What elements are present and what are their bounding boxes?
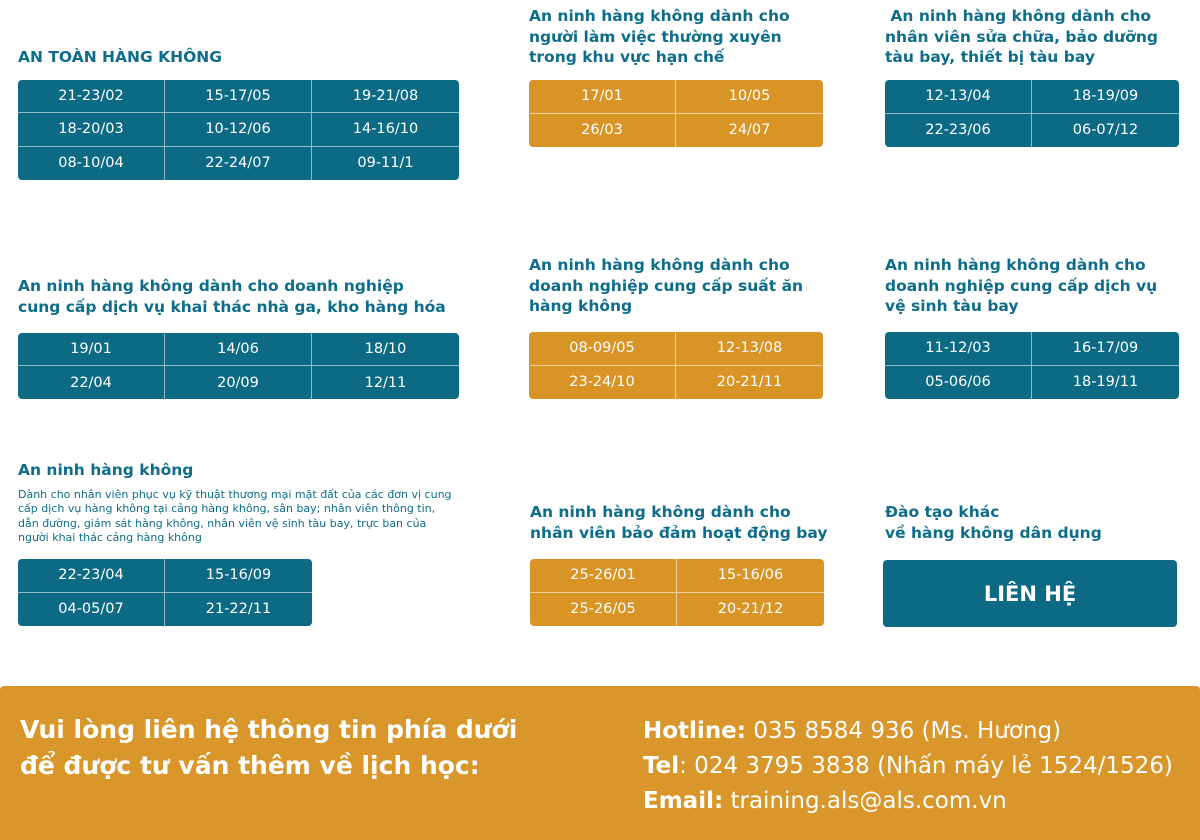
date-cell: 14/06 xyxy=(165,333,312,366)
date-cell: 22-23/06 xyxy=(885,113,1032,147)
date-cell: 22/04 xyxy=(18,366,165,399)
title-line: nhân viên bảo đảm hoạt động bay xyxy=(530,523,828,542)
title-line: An ninh hàng không dành cho xyxy=(885,7,1152,25)
date-cell: 18/10 xyxy=(312,333,459,366)
date-cell: 26/03 xyxy=(529,113,676,147)
date-cell: 25-26/01 xyxy=(530,559,677,593)
date-cell: 24/07 xyxy=(728,122,771,139)
date-cell: 08-10/04 xyxy=(18,146,165,180)
date-cell: 18-19/09 xyxy=(1032,80,1179,114)
schedule-grid: 25-26/01 15-16/06 25-26/05 20-21/12 xyxy=(530,559,824,626)
section-title: An ninh hàng không dành cho nhân viên sửa… xyxy=(885,6,1158,68)
title-line: về hàng không dân dụng xyxy=(885,523,1102,542)
date-cell: 06-07/12 xyxy=(1072,122,1139,139)
section-title: An ninh hàng không dành cho doanh nghiệp… xyxy=(18,276,446,317)
footer-message: Vui lòng liên hệ thông tin phía dưới để đ… xyxy=(20,712,517,784)
title-line: người làm việc thường xuyên xyxy=(529,27,782,46)
title-line: tàu bay, thiết bị tàu bay xyxy=(885,48,1095,66)
date-cell: 10/05 xyxy=(676,80,823,114)
date-cell: 15-17/05 xyxy=(165,80,312,114)
footer: Vui lòng liên hệ thông tin phía dưới để đ… xyxy=(0,686,1200,840)
section-title: An ninh hàng không dành cho doanh nghiệp … xyxy=(885,255,1157,317)
schedule-grid: 11-12/03 16-17/09 05-06/06 18-19/11 xyxy=(885,332,1179,399)
date-cell: 18-20/03 xyxy=(18,113,165,147)
date-cell: 04-05/07 xyxy=(18,592,165,626)
date-cell: 19/01 xyxy=(18,333,165,366)
date-cell: 17/01 xyxy=(529,80,676,114)
section-title: Đào tạo khác về hàng không dân dụng xyxy=(885,502,1102,543)
title-line: trong khu vực hạn chế xyxy=(529,48,725,66)
date-cell: 18-19/11 xyxy=(1072,374,1139,391)
schedule-grid: 17/01 10/05 26/03 24/07 xyxy=(529,80,823,147)
contact-label: Hotline: xyxy=(643,718,746,744)
contact-line: Tel: 024 3795 3838 (Nhấn máy lẻ 1524/152… xyxy=(643,749,1173,784)
contact-value: training.als@als.com.vn xyxy=(723,788,1007,814)
title-line: hàng không xyxy=(529,297,633,315)
schedule-grid: 22-23/04 15-16/09 04-05/07 21-22/11 xyxy=(18,559,312,626)
schedule-grid: 08-09/05 12-13/08 23-24/10 20-21/11 xyxy=(529,332,823,399)
title-line: doanh nghiệp cung cấp dịch vụ xyxy=(885,276,1158,295)
date-cell: 14-16/10 xyxy=(312,113,459,147)
contact-label: Tel xyxy=(643,753,680,779)
date-cell: 22-23/04 xyxy=(18,559,165,593)
message-line: Vui lòng liên hệ thông tin phía dưới xyxy=(20,715,518,744)
date-cell: 12/11 xyxy=(364,374,407,391)
title-line: cung cấp dịch vụ khai thác nhà ga, kho h… xyxy=(18,297,446,316)
message-line: để được tư vấn thêm về lịch học: xyxy=(20,751,480,780)
date-cell: 20/09 xyxy=(165,366,312,399)
title-line: An ninh hàng không dành cho doanh nghiệp xyxy=(18,277,404,295)
title-line: Đào tạo khác xyxy=(885,503,1000,521)
date-cell: 05-06/06 xyxy=(885,365,1032,399)
date-cell: 20-21/12 xyxy=(717,601,784,618)
schedule-grid: 19/01 14/06 18/10 22/04 20/09 12/11 xyxy=(18,333,459,399)
contacts: Hotline: 035 8584 936 (Ms. Hương) Tel: 02… xyxy=(643,714,1173,819)
section-title: AN TOÀN HÀNG KHÔNG xyxy=(18,47,222,68)
title-line: doanh nghiệp cung cấp suất ăn xyxy=(529,276,804,295)
date-cell: 20-21/11 xyxy=(716,374,783,391)
date-cell: 08-09/05 xyxy=(529,332,676,366)
section-title: An ninh hàng không dành cho nhân viên bảo… xyxy=(530,502,827,543)
title-line: vệ sinh tàu bay xyxy=(885,297,1019,315)
title-line: An ninh hàng không dành cho xyxy=(885,256,1146,274)
date-cell: 23-24/10 xyxy=(529,365,676,399)
title-line: An ninh hàng không dành cho xyxy=(530,503,791,521)
contact-button[interactable]: LIÊN HỆ xyxy=(883,560,1177,627)
title-line: AN TOÀN HÀNG KHÔNG xyxy=(18,48,222,66)
date-cell: 15-16/06 xyxy=(677,559,824,593)
section-description: Dành cho nhân viên phục vụ kỹ thuật thươ… xyxy=(18,488,452,544)
section-title: An ninh hàng không xyxy=(18,460,193,481)
date-cell: 16-17/09 xyxy=(1032,332,1179,366)
schedule-grid: 21-23/02 15-17/05 19-21/08 18-20/03 10-12/06… xyxy=(18,80,459,180)
date-cell: 22-24/07 xyxy=(165,146,312,180)
contact-value: : 024 3795 3838 (Nhấn máy lẻ 1524/1526) xyxy=(679,753,1173,779)
title-line: An ninh hàng không xyxy=(18,461,194,479)
date-cell: 15-16/09 xyxy=(165,559,312,593)
date-cell: 19-21/08 xyxy=(312,80,459,114)
date-cell: 21-23/02 xyxy=(18,80,165,114)
contact-line: Hotline: 035 8584 936 (Ms. Hương) xyxy=(643,714,1173,749)
date-cell: 10-12/06 xyxy=(165,113,312,147)
contact-label: Email: xyxy=(643,788,724,814)
date-cell: 25-26/05 xyxy=(530,592,677,626)
title-line: An ninh hàng không dành cho xyxy=(529,7,790,25)
contact-value: 035 8584 936 (Ms. Hương) xyxy=(745,718,1062,744)
title-line: nhân viên sửa chữa, bảo dưỡng xyxy=(885,27,1158,46)
date-cell: 09-11/1 xyxy=(357,155,414,172)
date-cell: 21-22/11 xyxy=(205,601,272,618)
section-title: An ninh hàng không dành cho doanh nghiệp … xyxy=(529,255,803,317)
contact-line: Email: training.als@als.com.vn xyxy=(643,784,1173,819)
date-cell: 11-12/03 xyxy=(885,332,1032,366)
date-cell: 12-13/04 xyxy=(885,80,1032,114)
schedule-grid: 12-13/04 18-19/09 22-23/06 06-07/12 xyxy=(885,80,1179,147)
section-title: An ninh hàng không dành cho người làm việ… xyxy=(529,6,790,68)
date-cell: 12-13/08 xyxy=(676,332,823,366)
title-line: An ninh hàng không dành cho xyxy=(529,256,790,274)
